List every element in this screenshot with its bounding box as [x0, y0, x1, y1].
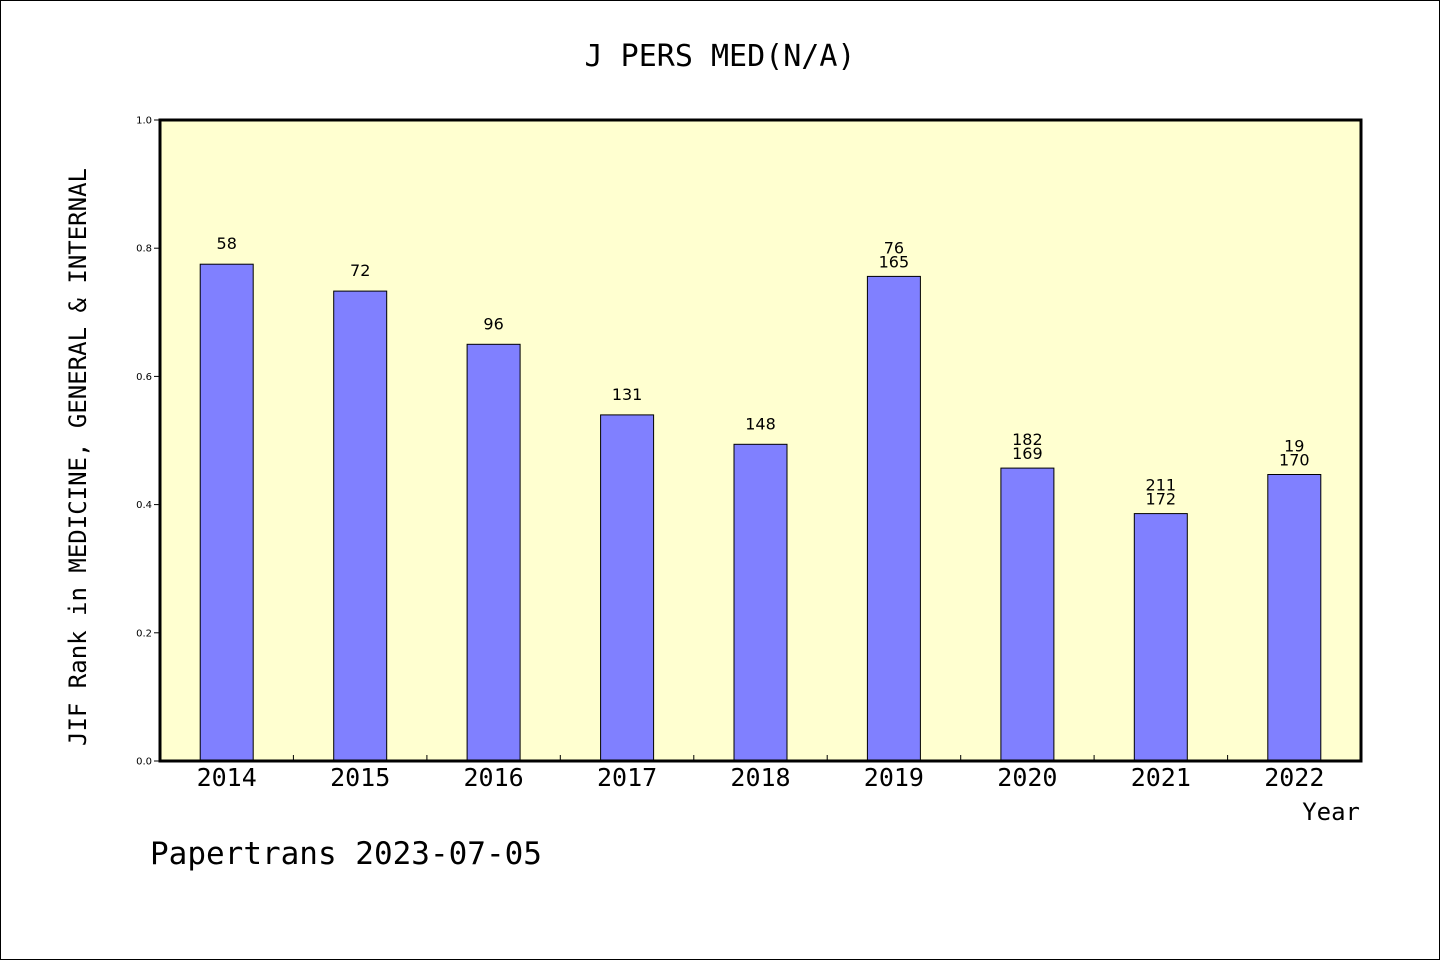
x-axis-ticks: 2014 2015 2016 2017 2018 2019 2020 2021 2022	[197, 755, 1324, 792]
x-tick-label: 2022	[1264, 763, 1324, 792]
bar-data-label: 131	[612, 385, 643, 404]
y-tick-label: 0.4	[136, 500, 152, 511]
bar-2021	[1133, 513, 1188, 762]
x-tick-label: 2016	[463, 763, 523, 792]
x-tick-label: 2019	[864, 763, 924, 792]
bar-2015	[333, 290, 388, 762]
y-tick-label: 0.0	[136, 757, 152, 768]
bar-2022	[1267, 474, 1322, 762]
bar-data-label: 169	[1012, 444, 1043, 463]
x-tick-label: 2017	[597, 763, 657, 792]
x-tick-label: 2020	[997, 763, 1057, 792]
bar-data-label: 182	[1012, 430, 1043, 449]
plot-border	[158, 118, 1363, 763]
bar-data-label: 58	[217, 234, 237, 253]
chart-title: J PERS MED(N/A)	[585, 39, 856, 74]
x-tick-label: 2018	[730, 763, 790, 792]
y-tick-label: 0.2	[136, 628, 152, 639]
bar-data-label: 19	[1284, 437, 1304, 456]
y-tick-label: 0.8	[136, 244, 152, 255]
bar-data-label: 165	[879, 252, 910, 271]
bar-2018	[733, 443, 788, 762]
bar-data-label: 72	[350, 261, 370, 280]
x-axis-label: Year	[1302, 798, 1360, 826]
bar-2020	[1000, 467, 1055, 762]
footer-watermark: Papertrans 2023-07-05	[150, 836, 542, 872]
bar-2017	[600, 414, 655, 762]
bar-2014	[199, 263, 254, 762]
bars-group	[199, 263, 1322, 762]
y-axis-label: JIF Rank in MEDICINE, GENERAL & INTERNAL	[64, 168, 92, 746]
y-tick-label: 1.0	[136, 116, 152, 127]
x-tick-label: 2014	[197, 763, 257, 792]
bar-data-label: 148	[745, 414, 776, 433]
bar-data-label: 96	[483, 314, 503, 333]
y-axis-ticks: 0.0 0.2 0.4 0.6 0.8 1.0	[136, 116, 160, 768]
bar-data-label: 76	[884, 238, 904, 257]
bar-2019	[866, 275, 921, 762]
bar-data-label: 211	[1146, 476, 1177, 495]
bar-data-label: 170	[1279, 451, 1310, 470]
bar-data-label: 172	[1146, 490, 1177, 509]
x-tick-label: 2021	[1131, 763, 1191, 792]
y-tick-label: 0.6	[136, 372, 152, 383]
x-tick-label: 2015	[330, 763, 390, 792]
bar-2016	[466, 343, 521, 762]
